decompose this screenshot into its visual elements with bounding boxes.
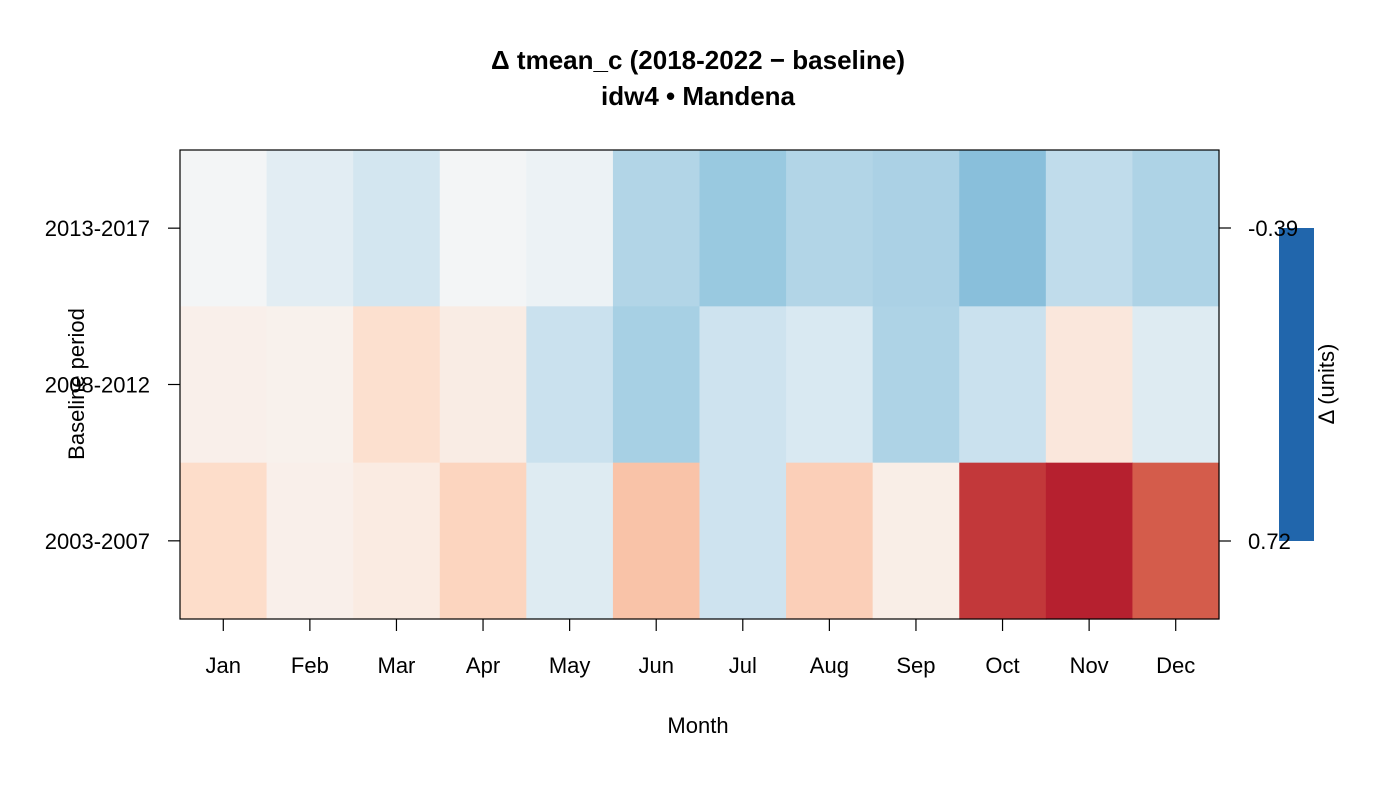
heatmap-cell-2013-2017-Mar [353,150,441,307]
colorbar-min-label: -0.39 [1248,216,1298,241]
heatmap-cell-2008-2012-Jul [699,306,787,464]
heatmap-cell-2008-2012-Apr [439,306,527,464]
x-tick-label: Dec [1156,653,1195,678]
heatmap-cell-2003-2007-Feb [266,462,354,620]
heatmap-cell-2003-2007-Jul [699,462,787,620]
heatmap-cell-2003-2007-Jan [180,462,268,620]
colorbar-label: Δ (units) [1314,344,1339,425]
x-tick-label: Nov [1070,653,1109,678]
x-axis-label: Month [667,713,728,738]
heatmap-cell-2013-2017-Feb [266,150,354,307]
y-tick-label: 2013-2017 [45,216,150,241]
heatmap-cell-2003-2007-Jun [612,462,701,620]
heatmap-cell-2003-2007-Mar [353,462,441,620]
y-axis-label: Baseline period [64,308,89,460]
heatmap-cell-2013-2017-Jan [180,150,268,307]
heatmap-cell-2013-2017-Aug [786,150,874,307]
heatmap-cell-2008-2012-Oct [959,306,1047,464]
x-tick-label: Oct [985,653,1019,678]
heatmap-cell-2008-2012-Jan [180,306,268,464]
x-tick-label: Apr [466,653,500,678]
heatmap-cell-2008-2012-Aug [786,306,874,464]
heatmap-cells [180,150,1220,620]
heatmap-cell-2008-2012-Dec [1132,306,1220,464]
heatmap-cell-2008-2012-Jun [612,306,701,464]
heatmap-cell-2008-2012-Sep [872,306,960,464]
y-axis: 2013-2017 2008-2012 2003-2007 [45,216,180,554]
heatmap-cell-2013-2017-Nov [1045,150,1134,307]
colorbar: -0.39 0.72 Δ (units) [1219,216,1339,554]
heatmap-cell-2003-2007-Dec [1132,462,1220,620]
y-tick-label: 2003-2007 [45,529,150,554]
x-tick-label: Jan [206,653,241,678]
x-tick-label: May [549,653,591,678]
y-tick-label: 2008-2012 [45,373,150,398]
heatmap-cell-2013-2017-Apr [439,150,527,307]
heatmap-cell-2008-2012-Nov [1045,306,1134,464]
heatmap-cell-2003-2007-Aug [786,462,874,620]
x-axis: Jan Feb Mar Apr May Jun Jul Aug Sep Oct Nov Dec [206,619,1195,678]
heatmap-cell-2013-2017-Jun [612,150,701,307]
chart-title: Δ tmean_c (2018-2022 − baseline) [491,45,905,75]
heatmap-cell-2013-2017-Dec [1132,150,1220,307]
colorbar-max-label: 0.72 [1248,529,1291,554]
heatmap-cell-2003-2007-Sep [872,462,960,620]
x-tick-label: Mar [378,653,416,678]
heatmap-cell-2008-2012-May [526,306,614,464]
heatmap-cell-2008-2012-Feb [266,306,354,464]
x-tick-label: Aug [810,653,849,678]
heatmap-cell-2003-2007-May [526,462,614,620]
heatmap-cell-2003-2007-Nov [1045,462,1134,620]
x-tick-label: Jun [638,653,673,678]
heatmap-cell-2013-2017-Jul [699,150,787,307]
heatmap-cell-2013-2017-Oct [959,150,1047,307]
chart-subtitle: idw4 • Mandena [601,81,796,111]
heatmap-cell-2013-2017-May [526,150,614,307]
colorbar-bar [1279,228,1314,541]
heatmap-cell-2008-2012-Mar [353,306,441,464]
heatmap-cell-2013-2017-Sep [872,150,960,307]
heatmap-cell-2003-2007-Oct [959,462,1047,620]
heatmap-cell-2003-2007-Apr [439,462,527,620]
x-tick-label: Sep [896,653,935,678]
x-tick-label: Jul [729,653,757,678]
x-tick-label: Feb [291,653,329,678]
